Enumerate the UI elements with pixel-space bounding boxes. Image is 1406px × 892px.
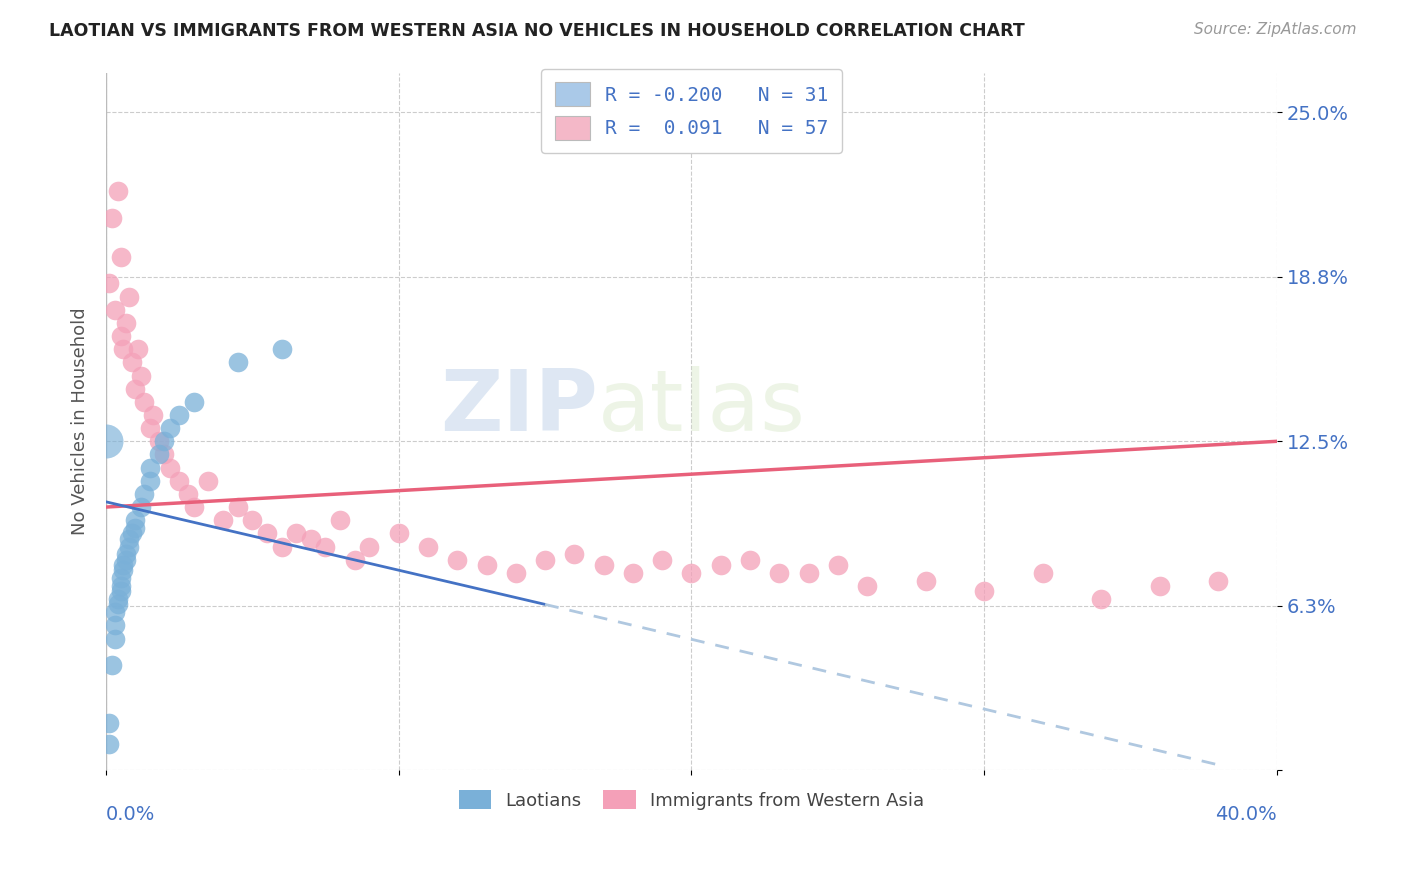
Point	[104, 632, 127, 646]
Point	[167, 474, 190, 488]
Point	[475, 558, 498, 572]
Point	[159, 421, 181, 435]
Point	[183, 500, 205, 514]
Point	[270, 540, 292, 554]
Point	[710, 558, 733, 572]
Point	[139, 460, 162, 475]
Point	[562, 548, 585, 562]
Point	[127, 342, 149, 356]
Point	[148, 434, 170, 449]
Point	[97, 737, 120, 751]
Point	[651, 552, 673, 566]
Point	[359, 540, 381, 554]
Point	[112, 342, 135, 356]
Point	[94, 434, 117, 449]
Text: atlas: atlas	[598, 366, 806, 449]
Point	[104, 302, 127, 317]
Point	[167, 408, 190, 422]
Point	[738, 552, 761, 566]
Point	[681, 566, 703, 580]
Point	[110, 571, 132, 585]
Point	[118, 290, 141, 304]
Y-axis label: No Vehicles in Household: No Vehicles in Household	[72, 308, 89, 535]
Point	[115, 548, 138, 562]
Point	[115, 552, 138, 566]
Point	[132, 394, 155, 409]
Point	[177, 487, 200, 501]
Point	[112, 558, 135, 572]
Point	[97, 277, 120, 291]
Point	[107, 598, 129, 612]
Point	[212, 513, 235, 527]
Point	[104, 618, 127, 632]
Text: 40.0%: 40.0%	[1215, 805, 1277, 824]
Point	[914, 574, 936, 588]
Point	[183, 394, 205, 409]
Point	[1090, 592, 1112, 607]
Point	[240, 513, 263, 527]
Point	[856, 579, 879, 593]
Point	[115, 316, 138, 330]
Point	[329, 513, 352, 527]
Point	[129, 368, 152, 383]
Point	[285, 526, 308, 541]
Point	[124, 382, 146, 396]
Point	[973, 584, 995, 599]
Point	[132, 487, 155, 501]
Legend: Laotians, Immigrants from Western Asia: Laotians, Immigrants from Western Asia	[451, 783, 932, 817]
Point	[139, 474, 162, 488]
Point	[827, 558, 849, 572]
Point	[100, 211, 122, 225]
Point	[270, 342, 292, 356]
Point	[592, 558, 614, 572]
Point	[1149, 579, 1171, 593]
Point	[153, 434, 176, 449]
Point	[797, 566, 820, 580]
Point	[505, 566, 527, 580]
Point	[142, 408, 165, 422]
Point	[534, 552, 557, 566]
Point	[621, 566, 644, 580]
Point	[118, 532, 141, 546]
Point	[97, 715, 120, 730]
Point	[314, 540, 336, 554]
Point	[121, 526, 143, 541]
Point	[299, 532, 322, 546]
Point	[148, 447, 170, 461]
Point	[343, 552, 366, 566]
Point	[197, 474, 219, 488]
Point	[416, 540, 439, 554]
Point	[388, 526, 411, 541]
Point	[110, 584, 132, 599]
Point	[768, 566, 790, 580]
Point	[112, 563, 135, 577]
Point	[124, 513, 146, 527]
Text: ZIP: ZIP	[440, 366, 598, 449]
Point	[226, 500, 249, 514]
Point	[139, 421, 162, 435]
Point	[226, 355, 249, 369]
Point	[121, 355, 143, 369]
Point	[256, 526, 278, 541]
Point	[129, 500, 152, 514]
Text: 0.0%: 0.0%	[105, 805, 155, 824]
Point	[110, 250, 132, 264]
Point	[446, 552, 468, 566]
Point	[110, 329, 132, 343]
Text: Source: ZipAtlas.com: Source: ZipAtlas.com	[1194, 22, 1357, 37]
Point	[104, 605, 127, 619]
Point	[110, 579, 132, 593]
Point	[107, 185, 129, 199]
Point	[1032, 566, 1054, 580]
Point	[118, 540, 141, 554]
Point	[100, 657, 122, 672]
Point	[107, 592, 129, 607]
Point	[124, 521, 146, 535]
Point	[1208, 574, 1230, 588]
Point	[159, 460, 181, 475]
Text: LAOTIAN VS IMMIGRANTS FROM WESTERN ASIA NO VEHICLES IN HOUSEHOLD CORRELATION CHA: LAOTIAN VS IMMIGRANTS FROM WESTERN ASIA …	[49, 22, 1025, 40]
Point	[153, 447, 176, 461]
